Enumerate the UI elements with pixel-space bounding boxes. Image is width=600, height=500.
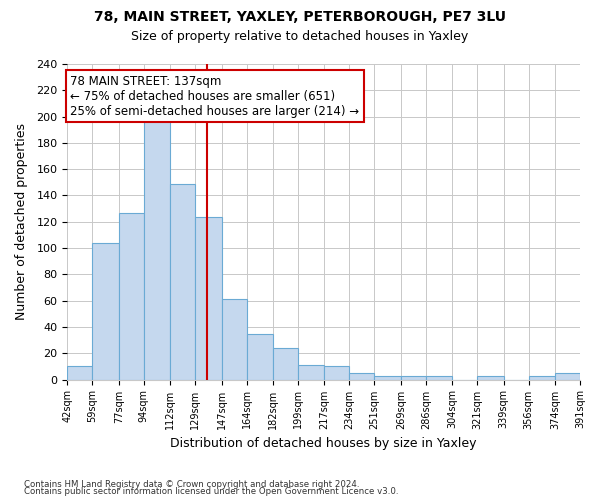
- Bar: [273, 348, 298, 380]
- Bar: [195, 216, 221, 380]
- Bar: [298, 365, 325, 380]
- Text: Contains public sector information licensed under the Open Government Licence v3: Contains public sector information licen…: [24, 487, 398, 496]
- Y-axis label: Number of detached properties: Number of detached properties: [15, 124, 28, 320]
- Text: Size of property relative to detached houses in Yaxley: Size of property relative to detached ho…: [131, 30, 469, 43]
- Bar: [477, 376, 503, 380]
- Bar: [555, 373, 580, 380]
- Bar: [426, 376, 452, 380]
- Text: Contains HM Land Registry data © Crown copyright and database right 2024.: Contains HM Land Registry data © Crown c…: [24, 480, 359, 489]
- Bar: [67, 366, 92, 380]
- Bar: [349, 373, 374, 380]
- Bar: [119, 212, 143, 380]
- Bar: [143, 118, 170, 380]
- Text: 78, MAIN STREET, YAXLEY, PETERBOROUGH, PE7 3LU: 78, MAIN STREET, YAXLEY, PETERBOROUGH, P…: [94, 10, 506, 24]
- Bar: [325, 366, 349, 380]
- Bar: [92, 243, 119, 380]
- X-axis label: Distribution of detached houses by size in Yaxley: Distribution of detached houses by size …: [170, 437, 477, 450]
- Bar: [401, 376, 426, 380]
- Bar: [529, 376, 555, 380]
- Bar: [374, 376, 401, 380]
- Bar: [170, 184, 195, 380]
- Bar: [247, 334, 273, 380]
- Bar: [221, 300, 247, 380]
- Text: 78 MAIN STREET: 137sqm
← 75% of detached houses are smaller (651)
25% of semi-de: 78 MAIN STREET: 137sqm ← 75% of detached…: [70, 74, 359, 118]
